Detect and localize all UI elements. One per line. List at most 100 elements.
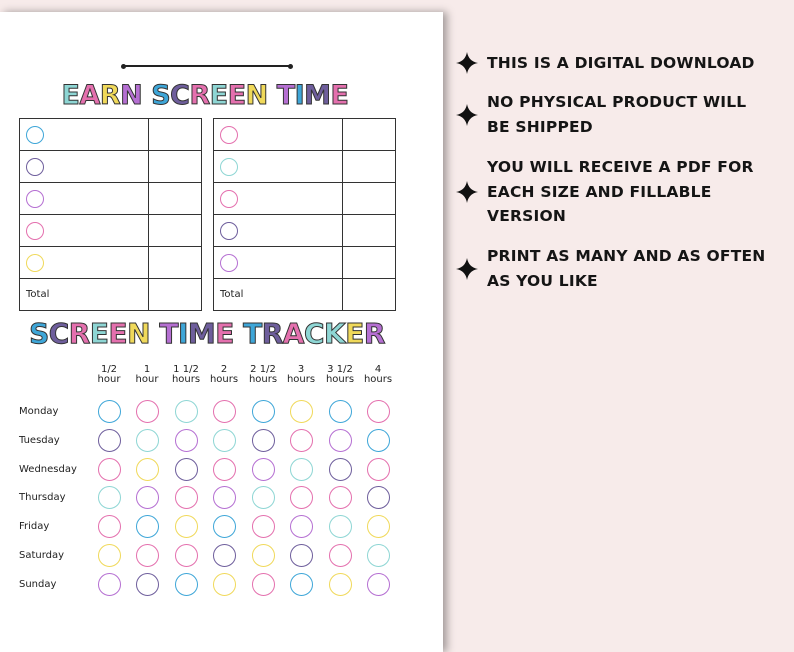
- earn-row: [213, 182, 396, 215]
- tracker-circle-checkbox[interactable]: [251, 486, 275, 510]
- earn-value-cell[interactable]: [148, 182, 202, 215]
- tracker-circle-checkbox[interactable]: [289, 457, 313, 481]
- circle-checkbox-icon[interactable]: [220, 189, 238, 208]
- tracker-circle-checkbox[interactable]: [289, 486, 313, 510]
- tracker-circle-checkbox[interactable]: [212, 544, 236, 567]
- circle-checkbox-icon[interactable]: [220, 221, 238, 240]
- tracker-circle-checkbox[interactable]: [174, 572, 198, 596]
- title-letter: N: [245, 80, 269, 112]
- earn-value-cell[interactable]: [342, 246, 396, 279]
- tracker-circle-checkbox[interactable]: [328, 515, 352, 539]
- circle-checkbox-icon[interactable]: [26, 189, 44, 208]
- tracker-circle-checkbox[interactable]: [135, 457, 159, 481]
- title-letter: C: [48, 317, 70, 351]
- tracker-circle-checkbox[interactable]: [328, 400, 352, 423]
- tracker-circle-checkbox[interactable]: [251, 428, 275, 452]
- tracker-circle-checkbox[interactable]: [212, 486, 236, 510]
- tracker-circle-checkbox[interactable]: [135, 544, 159, 567]
- tracker-circle-checkbox[interactable]: [174, 515, 198, 539]
- tracker-circle-checkbox[interactable]: [366, 486, 390, 510]
- tracker-circle-checkbox[interactable]: [251, 572, 275, 596]
- tracker-circle-checkbox[interactable]: [251, 400, 275, 423]
- tracker-circle-checkbox[interactable]: [212, 572, 236, 596]
- circle-checkbox-icon[interactable]: [220, 157, 238, 176]
- tracker-circle-checkbox[interactable]: [174, 400, 198, 423]
- tracker-circle-checkbox[interactable]: [135, 486, 159, 510]
- total-value-cell[interactable]: [342, 278, 396, 311]
- tracker-circle-checkbox[interactable]: [135, 515, 159, 539]
- tracker-circle-checkbox[interactable]: [289, 400, 313, 423]
- earn-task-cell[interactable]: [213, 246, 343, 279]
- tracker-circle-checkbox[interactable]: [251, 457, 275, 481]
- tracker-circle-checkbox[interactable]: [97, 572, 121, 596]
- column-header-line: hours: [248, 374, 278, 385]
- earn-task-cell[interactable]: [19, 214, 149, 247]
- tracker-circle-checkbox[interactable]: [97, 486, 121, 510]
- tracker-circle-checkbox[interactable]: [328, 544, 352, 567]
- tracker-circle-checkbox[interactable]: [366, 400, 390, 423]
- column-header: 3 1/2 hours: [320, 365, 360, 385]
- circle-checkbox-icon[interactable]: [220, 253, 238, 272]
- tracker-circle-checkbox[interactable]: [289, 544, 313, 567]
- title-letter: E: [227, 80, 246, 112]
- tracker-circle-checkbox[interactable]: [366, 544, 390, 567]
- circle-checkbox-icon[interactable]: [220, 125, 238, 144]
- tracker-circle-checkbox[interactable]: [251, 544, 275, 567]
- tracker-circle-checkbox[interactable]: [212, 515, 236, 539]
- circle-checkbox-icon[interactable]: [26, 157, 44, 176]
- tracker-circle-checkbox[interactable]: [135, 572, 159, 596]
- earn-value-cell[interactable]: [148, 214, 202, 247]
- earn-task-cell[interactable]: [213, 150, 343, 183]
- tracker-circle-checkbox[interactable]: [212, 457, 236, 481]
- tracker-circle-checkbox[interactable]: [97, 400, 121, 423]
- column-header-line: hours: [363, 374, 393, 385]
- column-header: 3 hours: [281, 365, 321, 385]
- tracker-circle-checkbox[interactable]: [328, 572, 352, 596]
- bullet-line: VERSION: [487, 207, 566, 225]
- earn-value-cell[interactable]: [148, 150, 202, 183]
- total-value-cell[interactable]: [148, 278, 202, 311]
- tracker-circle-checkbox[interactable]: [289, 428, 313, 452]
- circle-checkbox-icon[interactable]: [26, 253, 44, 272]
- tracker-circle-checkbox[interactable]: [328, 457, 352, 481]
- tracker-circle-checkbox[interactable]: [289, 572, 313, 596]
- earn-value-cell[interactable]: [342, 214, 396, 247]
- printable-page: EARN SCREEN TIME Total Total SCREEN TIME…: [0, 12, 443, 652]
- tracker-circle-checkbox[interactable]: [97, 515, 121, 539]
- earn-value-cell[interactable]: [342, 182, 396, 215]
- tracker-circle-checkbox[interactable]: [174, 428, 198, 452]
- tracker-circle-checkbox[interactable]: [366, 572, 390, 596]
- tracker-circle-checkbox[interactable]: [135, 428, 159, 452]
- tracker-circle-checkbox[interactable]: [366, 457, 390, 481]
- tracker-circle-checkbox[interactable]: [212, 428, 236, 452]
- tracker-circle-checkbox[interactable]: [135, 400, 159, 423]
- tracker-circle-checkbox[interactable]: [366, 428, 390, 452]
- circle-checkbox-icon[interactable]: [26, 125, 44, 144]
- earn-task-cell[interactable]: [213, 214, 343, 247]
- tracker-circle-checkbox[interactable]: [289, 515, 313, 539]
- tracker-circle-checkbox[interactable]: [174, 544, 198, 567]
- tracker-circle-checkbox[interactable]: [328, 486, 352, 510]
- tracker-circle-checkbox[interactable]: [97, 428, 121, 452]
- tracker-circle-checkbox[interactable]: [366, 515, 390, 539]
- title-letter: E: [89, 317, 109, 351]
- tracker-circle-checkbox[interactable]: [174, 457, 198, 481]
- tracker-circle-checkbox[interactable]: [97, 544, 121, 567]
- tracker-circle-checkbox[interactable]: [328, 428, 352, 452]
- earn-value-cell[interactable]: [148, 246, 202, 279]
- earn-task-cell[interactable]: [213, 182, 343, 215]
- earn-task-cell[interactable]: [19, 150, 149, 183]
- earn-value-cell[interactable]: [148, 118, 202, 151]
- circle-checkbox-icon[interactable]: [26, 221, 44, 240]
- earn-value-cell[interactable]: [342, 118, 396, 151]
- earn-task-cell[interactable]: [19, 246, 149, 279]
- earn-task-cell[interactable]: [19, 118, 149, 151]
- tracker-circle-checkbox[interactable]: [251, 515, 275, 539]
- earn-task-cell[interactable]: [213, 118, 343, 151]
- tracker-circle-checkbox[interactable]: [97, 457, 121, 481]
- tracker-circle-checkbox[interactable]: [212, 400, 236, 423]
- tracker-circle-checkbox[interactable]: [174, 486, 198, 510]
- earn-row: [213, 118, 396, 151]
- earn-task-cell[interactable]: [19, 182, 149, 215]
- earn-value-cell[interactable]: [342, 150, 396, 183]
